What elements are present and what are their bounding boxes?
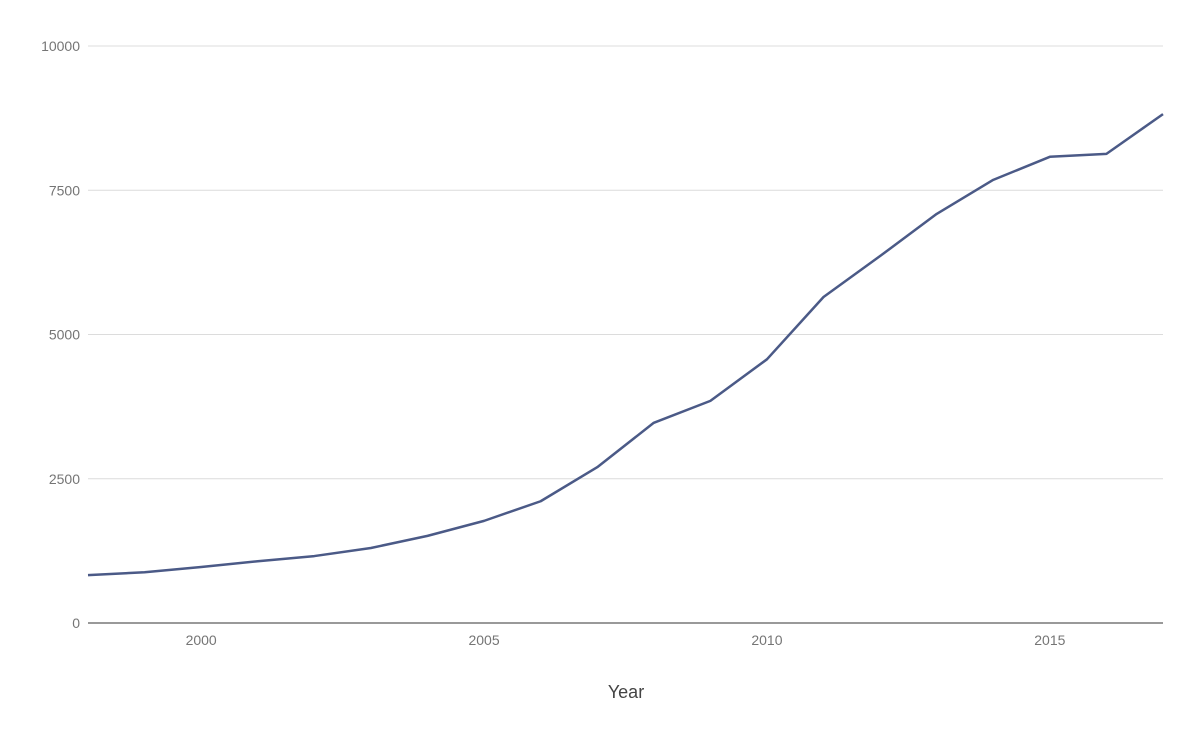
x-tick-label: 2005	[468, 632, 499, 648]
y-tick-label: 10000	[41, 38, 80, 54]
y-tick-label: 0	[72, 615, 80, 631]
x-tick-label: 2000	[186, 632, 217, 648]
x-axis-ticks: 2000 2005 2010 2015	[186, 632, 1066, 648]
series-group	[87, 113, 1164, 577]
x-axis-label: Year	[608, 682, 644, 702]
x-tick-label: 2015	[1034, 632, 1065, 648]
y-tick-label: 7500	[49, 182, 80, 198]
series-line	[87, 113, 1164, 577]
y-tick-label: 2500	[49, 471, 80, 487]
y-tick-label: 5000	[49, 327, 80, 343]
x-tick-label: 2010	[751, 632, 782, 648]
gridlines	[88, 45, 1163, 480]
y-axis-ticks: 0 2500 5000 7500 10000	[41, 38, 80, 631]
